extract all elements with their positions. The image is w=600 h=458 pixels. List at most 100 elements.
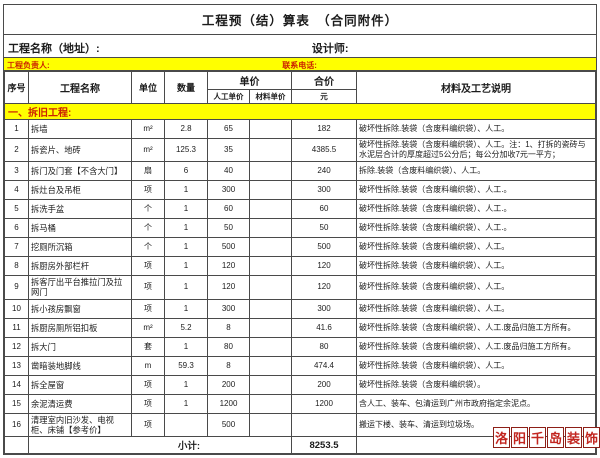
cell-item-name: 拆门及门套【不含大门】 [28,161,132,181]
subtotal-label: 小计: [28,436,292,455]
cell-total: 60 [291,199,357,219]
budget-sheet: 工程预（结）算表 （合同附件） 工程名称（地址）: 设计师: 工程负责人: 联系… [3,4,597,456]
cell-unit: 扇 [131,161,165,181]
subtotal-value: 8253.5 [291,436,357,455]
cell-no: 6 [4,218,29,238]
cell-description: 破坏性拆除.装袋（含废料编织袋）、人工。 [356,355,596,376]
cell-no: 15 [4,393,29,414]
cell-labor-price: 500 [207,412,250,438]
cell-material-price [249,412,292,438]
cell-unit: 项 [131,256,165,276]
table-row: 3 拆门及门套【不含大门】 扇 6 40 240 拆除.装袋（含废料编织袋）、人… [4,161,596,181]
manager-label: 工程负责人: [7,61,50,70]
cell-item-name: 拆客厅出平台推拉门及拉网门 [28,275,132,300]
watermark: 洛阳千岛装饰 [493,427,600,448]
cell-quantity: 1 [164,336,208,357]
cell-item-name: 清理室内旧沙发、电视柜、床铺【参考价】 [28,412,132,438]
cell-total: 240 [291,161,357,181]
cell-description: 破坏性拆除.装袋（含废料编织袋）、人工.。 [356,199,596,219]
cell-total: 120 [291,275,357,300]
col-header-total: 合价 [291,71,357,90]
section-header: 一、拆旧工程: [4,103,596,120]
cell-material-price [249,374,292,395]
table-row: 11 拆厨房厕所铝扣板 m² 5.2 8 41.6 破坏性拆除.装袋（含废料编织… [4,317,596,338]
cell-unit: 项 [131,275,165,300]
table-row: 1 拆墙 m² 2.8 65 182 破坏性拆除.装袋（含废料编织袋）、人工。 [4,119,596,139]
cell-quantity: 1 [164,180,208,200]
cell-unit: m [131,355,165,376]
cell-unit: m² [131,138,165,162]
cell-description: 破坏性拆除.装袋（含废料编织袋）、人工。 [356,298,596,319]
table-row: 16 清理室内旧沙发、电视柜、床铺【参考价】 项 500 搬运下楼、装车、清运到… [4,412,596,438]
cell-material-price [249,317,292,338]
cell-quantity: 125.3 [164,138,208,162]
table-row: 13 凿暗装地脚线 m 59.3 8 474.4 破坏性拆除.装袋（含废料编织袋… [4,355,596,376]
col-header-no: 序号 [4,71,29,104]
table-row: 2 拆瓷片、地砖 m² 125.3 35 4385.5 破坏性拆除.装袋（含废料… [4,138,596,162]
cell-total: 500 [291,237,357,257]
cell-no: 8 [4,256,29,276]
cell-quantity: 1 [164,393,208,414]
col-header-qty: 数量 [164,71,208,104]
watermark-char: 洛 [493,427,510,448]
table-row: 14 拆全屋窗 项 1 200 200 破坏性拆除.装袋（含废料编织袋）。 [4,374,596,395]
cell-description: 破坏性拆除.装袋（含废料编织袋）、人工.。 [356,180,596,200]
cell-total: 300 [291,180,357,200]
subtotal-empty-no [4,436,29,455]
cell-total: 474.4 [291,355,357,376]
phone-label: 联系电话: [282,61,317,70]
contact-row: 工程负责人: 联系电话: [4,58,596,71]
cell-quantity: 1 [164,374,208,395]
cell-quantity [164,412,208,438]
cell-no: 13 [4,355,29,376]
table-row: 8 拆厨房外部栏杆 项 1 120 120 破坏性拆除.装袋（含废料编织袋）、人… [4,256,596,276]
cell-labor-price: 50 [207,218,250,238]
cell-quantity: 59.3 [164,355,208,376]
col-header-price: 单价 [207,71,292,90]
project-info-row: 工程名称（地址）: 设计师: [4,35,596,58]
cell-material-price [249,256,292,276]
cell-material-price [249,138,292,162]
table-row: 9 拆客厅出平台推拉门及拉网门 项 1 120 120 破坏性拆除.装袋（含废料… [4,275,596,300]
cell-total: 120 [291,256,357,276]
cell-labor-price: 8 [207,317,250,338]
cell-labor-price: 200 [207,374,250,395]
col-header-unit: 单位 [131,71,165,104]
table-row: 6 拆马桶 个 1 50 50 破坏性拆除.装袋（含废料编织袋）、人工.。 [4,218,596,238]
cell-total [291,412,357,438]
section-row: 一、拆旧工程: [4,103,596,120]
cell-description: 含人工、装车、包清运到广州市政府指定余泥点。 [356,393,596,414]
cost-table: 序号 工程名称 单位 数量 单价 合价 材料及工艺说明 人工单价 材料单价 元 … [4,71,596,455]
cell-unit: 个 [131,218,165,238]
cell-description: 破坏性拆除.装袋（含废料编织袋）。 [356,374,596,395]
cell-item-name: 拆小孩房飘窗 [28,298,132,319]
cell-total: 182 [291,119,357,139]
cell-unit: 项 [131,374,165,395]
cell-item-name: 拆灶台及吊柜 [28,180,132,200]
cell-unit: m² [131,317,165,338]
cell-total: 200 [291,374,357,395]
col-header-labor-price: 人工单价 [207,89,250,104]
cell-labor-price: 65 [207,119,250,139]
cell-material-price [249,298,292,319]
cell-total: 4385.5 [291,138,357,162]
cell-no: 11 [4,317,29,338]
cell-description: 拆除.装袋（含废料编织袋）、人工。 [356,161,596,181]
cell-item-name: 拆全屋窗 [28,374,132,395]
cell-total: 80 [291,336,357,357]
cell-no: 3 [4,161,29,181]
cell-material-price [249,336,292,357]
col-header-name: 工程名称 [28,71,132,104]
table-row: 10 拆小孩房飘窗 项 1 300 300 破坏性拆除.装袋（含废料编织袋）、人… [4,298,596,319]
cell-quantity: 2.8 [164,119,208,139]
cell-item-name: 拆瓷片、地砖 [28,138,132,162]
cell-item-name: 凿暗装地脚线 [28,355,132,376]
cell-labor-price: 300 [207,298,250,319]
table-row: 12 拆大门 套 1 80 80 破坏性拆除.装袋（含废料编织袋）、人工.废品归… [4,336,596,357]
col-header-total-unit: 元 [291,89,357,104]
cell-description: 破坏性拆除.装袋（含废料编织袋）、人工。 [356,119,596,139]
watermark-char: 千 [529,427,546,448]
project-name-label: 工程名称（地址）: [8,43,100,55]
cell-material-price [249,180,292,200]
cell-quantity: 1 [164,256,208,276]
